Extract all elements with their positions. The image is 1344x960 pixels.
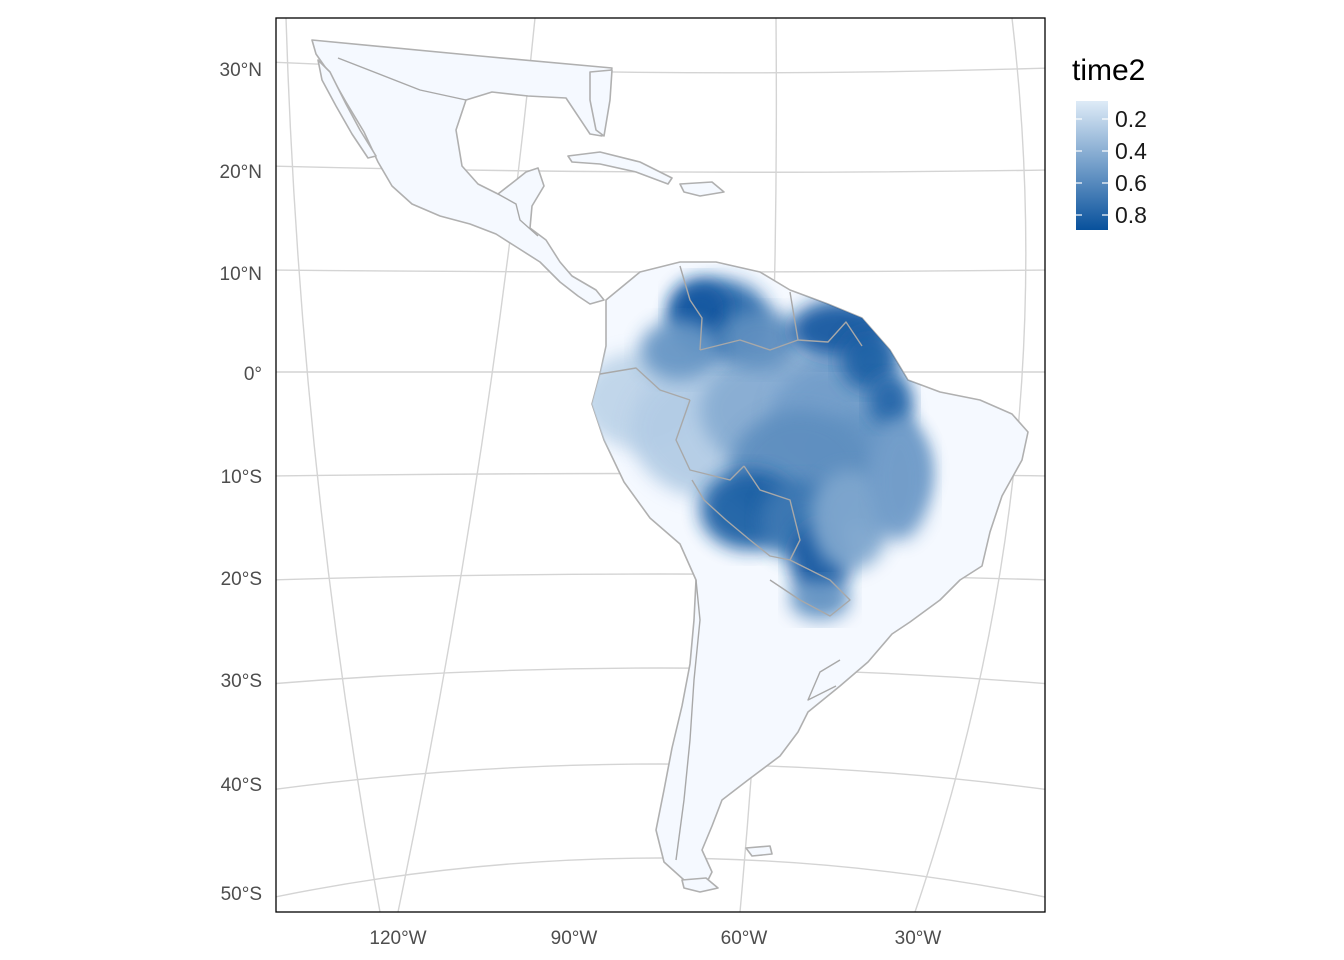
y-tick-label: 40°S	[221, 775, 262, 796]
parallel-50s	[276, 857, 1045, 898]
meridian-150w	[285, 18, 381, 912]
heat-patch	[790, 580, 850, 620]
legend-label: 0.4	[1115, 138, 1147, 164]
border-us-mexico	[337, 57, 467, 101]
country-borders	[337, 57, 863, 861]
y-tick-label: 20°N	[220, 162, 262, 183]
legend-title: time2	[1072, 54, 1145, 87]
land-cuba	[567, 151, 673, 185]
y-tick-label: 50°S	[221, 884, 262, 905]
x-tick-label: 120°W	[369, 928, 426, 949]
border-guianas	[789, 291, 863, 347]
parallel-40s	[276, 763, 1045, 791]
land-tierra-del-fuego	[681, 877, 719, 893]
legend-label: 0.8	[1115, 202, 1147, 228]
x-tick-label: 60°W	[721, 928, 768, 949]
land-baja-california	[317, 59, 377, 159]
border-peru-brazil	[675, 399, 745, 481]
legend: time2 0.2 0.4 0.6 0.8	[1072, 54, 1147, 230]
legend-colorbar	[1076, 101, 1108, 230]
y-tick-label: 30°N	[220, 60, 262, 81]
y-tick-label: 20°S	[221, 569, 262, 590]
parallel-30s	[276, 667, 1045, 685]
border-brazil-north	[699, 339, 799, 351]
time2-raster	[592, 280, 930, 620]
heat-patch	[640, 320, 720, 380]
legend-label: 0.6	[1115, 170, 1147, 196]
x-tick-label: 30°W	[895, 928, 942, 949]
y-axis: 30°N 20°N 10°N 0° 10°S 20°S 30°S 40°S 50…	[220, 60, 262, 905]
legend-label: 0.2	[1115, 106, 1147, 132]
border-uruguay	[807, 659, 841, 701]
y-tick-label: 0°	[244, 364, 262, 385]
land-hispaniola	[679, 181, 725, 197]
x-tick-label: 90°W	[551, 928, 598, 949]
land-falklands	[745, 845, 773, 857]
panel-border	[275, 17, 1046, 913]
border-central-america	[497, 193, 539, 237]
border-venezuela-colombia	[679, 265, 703, 351]
meridian-120w	[397, 18, 536, 912]
land-north-central-america	[311, 39, 613, 305]
heat-patch	[810, 470, 890, 570]
heat-patch	[720, 310, 800, 370]
border-bolivia	[691, 465, 801, 561]
border-chile-argentina	[675, 579, 701, 861]
y-tick-label: 30°S	[221, 671, 262, 692]
heat-patch	[870, 420, 930, 540]
border-paraguay	[769, 559, 851, 617]
border-ecuador-peru	[599, 367, 691, 401]
land-florida	[589, 69, 613, 137]
heat-patch	[868, 374, 912, 426]
x-axis: 120°W 90°W 60°W 30°W	[369, 928, 941, 949]
y-tick-label: 10°S	[221, 467, 262, 488]
y-tick-label: 10°N	[220, 264, 262, 285]
